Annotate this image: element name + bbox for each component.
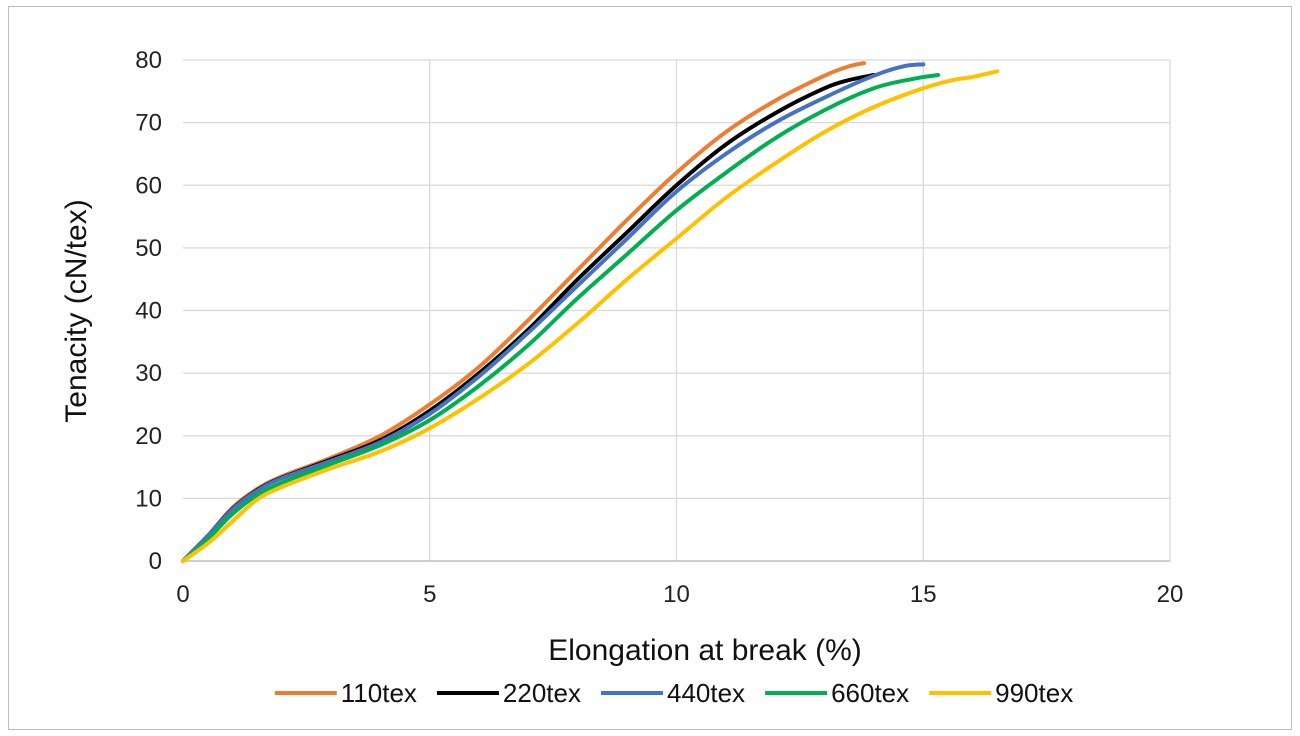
- y-tick-label-10: 10: [135, 485, 162, 512]
- legend-label-110tex: 110tex: [341, 678, 417, 708]
- y-tick-label-80: 80: [135, 47, 162, 74]
- y-tick-label-0: 0: [149, 548, 162, 575]
- x-tick-label-0: 0: [176, 581, 189, 608]
- y-tick-label-20: 20: [135, 423, 162, 450]
- y-tick-label-60: 60: [135, 172, 162, 199]
- series-line-660tex: [181, 73, 941, 563]
- legend-label-990tex: 990tex: [995, 678, 1073, 708]
- y-tick-labels: 0 10 20 30 40 50 60 70 80: [135, 47, 162, 575]
- y-tick-label-40: 40: [135, 298, 162, 325]
- x-axis-title: Elongation at break (%): [548, 634, 862, 667]
- legend: 110tex 220tex 440tex 660tex 990tex: [274, 678, 1073, 708]
- x-tick-label-20: 20: [1157, 581, 1184, 608]
- y-tick-label-70: 70: [135, 110, 162, 137]
- legend-label-220tex: 220tex: [503, 678, 581, 708]
- legend-label-660tex: 660tex: [831, 678, 909, 708]
- y-tick-label-30: 30: [135, 360, 162, 387]
- x-tick-label-5: 5: [423, 581, 436, 608]
- y-tick-label-50: 50: [135, 235, 162, 262]
- series-line-440tex: [181, 62, 926, 563]
- legend-label-440tex: 440tex: [667, 678, 745, 708]
- series-layer: [181, 61, 1000, 563]
- series-line-990tex: [181, 69, 1000, 563]
- x-tick-label-15: 15: [910, 581, 937, 608]
- x-tick-labels: 0 5 10 15 20: [176, 581, 1183, 608]
- y-axis-title: Tenacity (cN/tex): [60, 199, 93, 422]
- chart-frame: [8, 6, 1292, 730]
- x-tick-label-10: 10: [663, 581, 690, 608]
